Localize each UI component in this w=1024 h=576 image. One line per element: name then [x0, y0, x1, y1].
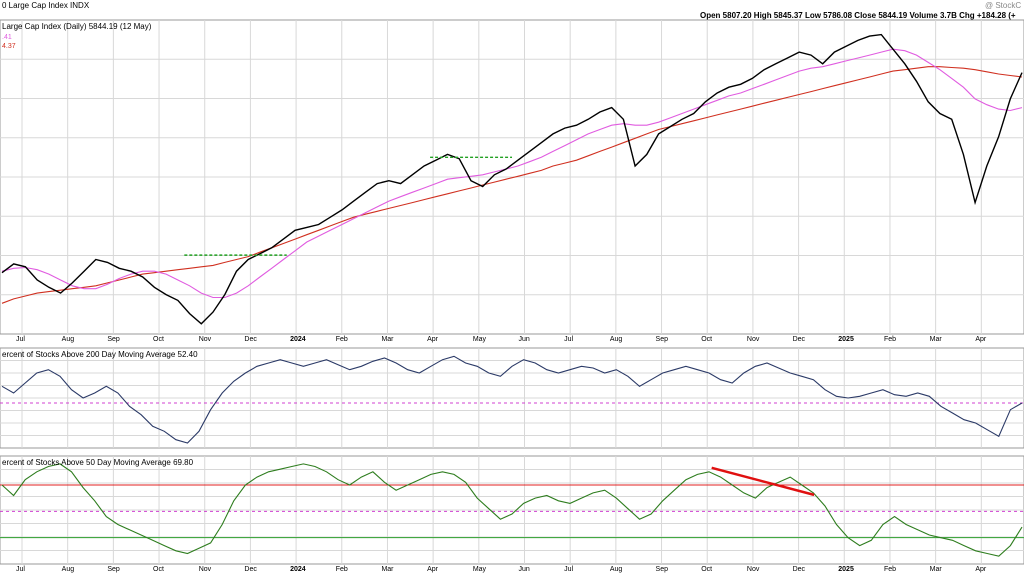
x-tick-label: Apr	[975, 336, 987, 343]
x-tick-label: Jul	[16, 336, 25, 343]
x-tick-label: Nov	[199, 336, 212, 343]
x-tick-label: Aug	[610, 566, 623, 573]
x-tick-label: Dec	[793, 566, 806, 573]
panel-title: ercent of Stocks Above 200 Day Moving Av…	[2, 350, 198, 359]
x-tick-label: Jul	[564, 336, 573, 343]
series-line-ma50	[1, 48, 1023, 299]
series-line-ma200	[1, 66, 1023, 304]
x-tick-label: Mar	[381, 336, 394, 343]
legend-entry: .41	[2, 34, 12, 41]
ohlc-readout: Open 5807.20 High 5845.37 Low 5786.08 Cl…	[700, 11, 1016, 20]
x-tick-label: Oct	[153, 566, 164, 573]
x-tick-label: Nov	[199, 566, 212, 573]
x-tick-label: Apr	[975, 566, 987, 573]
x-tick-label: 2024	[290, 566, 306, 573]
x-tick-label: Sep	[107, 566, 120, 573]
series-line-breadth	[1, 463, 1023, 557]
x-tick-label: 2025	[838, 566, 854, 573]
x-tick-label: Jun	[519, 336, 530, 343]
series-line-price	[1, 33, 1023, 325]
x-tick-label: 2025	[838, 336, 854, 343]
x-tick-label: Feb	[884, 566, 896, 573]
x-tick-label: Mar	[930, 566, 943, 573]
x-tick-label: Oct	[153, 336, 164, 343]
legend-entry: 4.37	[2, 43, 16, 50]
series-line-breadth	[1, 355, 1023, 444]
x-tick-label: Nov	[747, 336, 760, 343]
divergence-line	[711, 466, 815, 497]
x-tick-label: Sep	[107, 336, 120, 343]
x-tick-label: Feb	[884, 336, 896, 343]
x-tick-label: Dec	[244, 336, 257, 343]
x-tick-label: Apr	[427, 566, 439, 573]
x-tick-label: Jul	[16, 566, 25, 573]
x-tick-label: Sep	[656, 336, 669, 343]
x-tick-label: Feb	[336, 336, 348, 343]
x-tick-label: Dec	[244, 566, 257, 573]
x-tick-label: 2024	[290, 336, 306, 343]
x-tick-label: Oct	[701, 336, 712, 343]
x-tick-label: Oct	[701, 566, 712, 573]
x-tick-label: Feb	[336, 566, 348, 573]
x-tick-label: Aug	[62, 566, 75, 573]
watermark: @ StockC	[985, 1, 1022, 10]
panel-title: Large Cap Index (Daily) 5844.19 (12 May)	[2, 22, 152, 31]
x-tick-label: Sep	[656, 566, 669, 573]
x-tick-label: May	[473, 336, 487, 343]
x-tick-label: Dec	[793, 336, 806, 343]
symbol-title: 0 Large Cap Index INDX	[2, 1, 90, 10]
x-tick-label: Aug	[62, 336, 75, 343]
x-tick-label: Nov	[747, 566, 760, 573]
x-tick-label: May	[473, 566, 487, 573]
x-tick-label: Jun	[519, 566, 530, 573]
x-tick-label: Apr	[427, 336, 439, 343]
x-tick-label: Mar	[381, 566, 394, 573]
x-tick-label: Mar	[930, 336, 943, 343]
x-tick-label: Aug	[610, 336, 623, 343]
panel-title: ercent of Stocks Above 50 Day Moving Ave…	[2, 458, 194, 467]
x-tick-label: Jul	[564, 566, 573, 573]
